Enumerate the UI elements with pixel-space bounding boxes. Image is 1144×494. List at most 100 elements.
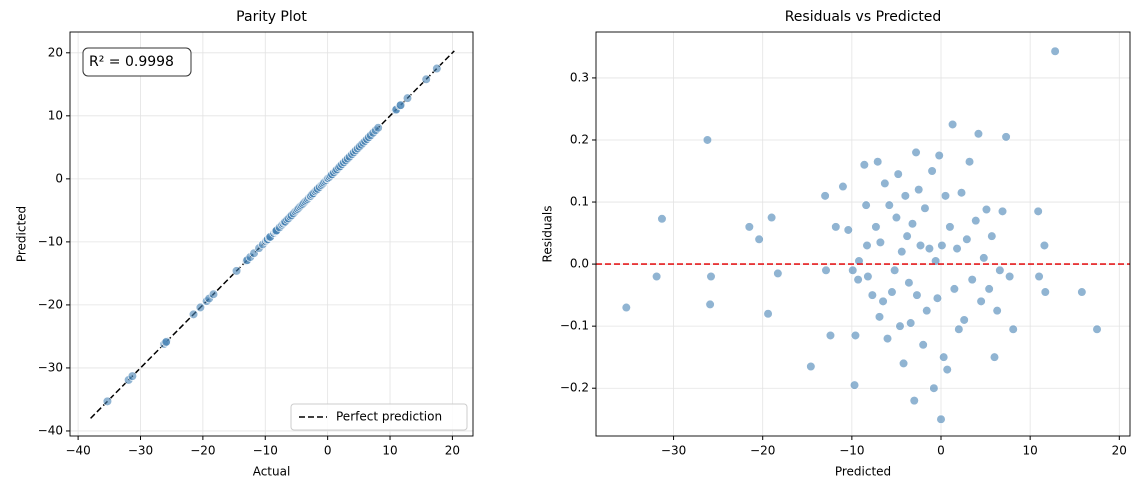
point — [820, 191, 830, 201]
point — [942, 364, 952, 375]
annotation-box — [82, 47, 192, 77]
point — [971, 216, 981, 226]
point — [1039, 240, 1050, 251]
point — [744, 222, 754, 232]
x-tick-label: −10 — [253, 444, 278, 458]
point — [848, 265, 858, 275]
point — [705, 299, 715, 310]
point — [987, 231, 997, 241]
point — [1050, 46, 1060, 56]
x-axis-label: Actual — [253, 465, 291, 479]
point — [1040, 287, 1050, 297]
y-tick-label: −0.2 — [560, 381, 589, 395]
point — [821, 265, 831, 275]
point — [859, 160, 869, 170]
annotation: R² = 0.9998 — [89, 54, 174, 70]
point — [890, 265, 900, 275]
point — [862, 240, 872, 251]
point — [706, 271, 716, 282]
point — [940, 191, 951, 201]
point — [979, 253, 989, 263]
legend-box — [290, 403, 468, 431]
point — [995, 265, 1005, 275]
point — [891, 212, 902, 223]
point — [967, 275, 977, 285]
point — [992, 306, 1002, 316]
point — [912, 290, 922, 300]
x-tick-label: 10 — [382, 444, 397, 458]
point — [929, 383, 939, 393]
point — [621, 302, 631, 313]
point — [900, 191, 910, 201]
x-tick-label: −20 — [750, 444, 775, 458]
point — [195, 302, 205, 313]
point — [1033, 206, 1043, 216]
point — [1034, 271, 1044, 282]
point — [854, 256, 864, 266]
y-tick-label: 20 — [48, 45, 63, 59]
x-tick-label: 20 — [1112, 444, 1127, 458]
reference-line — [90, 50, 455, 419]
y-tick-label: 0.1 — [570, 195, 589, 209]
point — [952, 243, 962, 254]
x-tick-label: −40 — [65, 444, 90, 458]
point — [984, 284, 994, 294]
y-tick-label: −0.1 — [560, 319, 589, 333]
point — [873, 157, 883, 167]
y-tick-label: −30 — [38, 360, 63, 374]
point — [861, 200, 871, 210]
y-tick-label: 10 — [48, 108, 63, 122]
point — [895, 321, 905, 331]
point — [934, 150, 944, 161]
point — [825, 330, 836, 341]
point — [874, 312, 885, 322]
point — [949, 284, 959, 294]
x-tick-label: −10 — [839, 444, 864, 458]
point — [897, 247, 907, 257]
point — [976, 296, 986, 306]
point — [907, 219, 918, 229]
point — [1001, 132, 1011, 142]
point — [915, 240, 926, 251]
point — [909, 396, 919, 406]
point — [853, 275, 863, 285]
point — [231, 266, 242, 276]
point — [902, 231, 912, 241]
point — [964, 157, 975, 167]
point — [838, 181, 848, 192]
point — [843, 225, 853, 235]
point — [937, 240, 947, 251]
point — [878, 296, 888, 306]
point — [932, 293, 943, 303]
point — [871, 222, 881, 232]
y-tick-label: −10 — [38, 234, 63, 248]
point — [188, 309, 199, 319]
y-tick-label: 0.0 — [570, 257, 589, 271]
point — [956, 188, 967, 198]
point — [918, 340, 928, 350]
point — [763, 309, 773, 319]
point — [880, 178, 890, 189]
y-axis-label: Predicted — [15, 206, 29, 262]
point — [1092, 324, 1102, 334]
point — [396, 100, 406, 110]
x-axis-label: Predicted — [835, 465, 891, 479]
x-tick-label: −30 — [661, 444, 686, 458]
chart-title: Parity Plot — [236, 9, 307, 25]
axes-frame — [595, 31, 1131, 437]
point — [973, 129, 984, 139]
point — [1077, 287, 1087, 297]
point — [936, 414, 946, 424]
point — [867, 290, 877, 300]
point — [924, 243, 935, 254]
x-tick-label: 10 — [1023, 444, 1038, 458]
point — [1005, 271, 1015, 282]
point — [767, 212, 777, 223]
point — [898, 358, 909, 368]
point — [208, 289, 219, 299]
y-tick-label: 0.2 — [570, 132, 589, 146]
plot-area — [596, 32, 1130, 436]
point — [920, 203, 930, 213]
point — [882, 333, 893, 344]
axes-frame — [69, 31, 474, 437]
